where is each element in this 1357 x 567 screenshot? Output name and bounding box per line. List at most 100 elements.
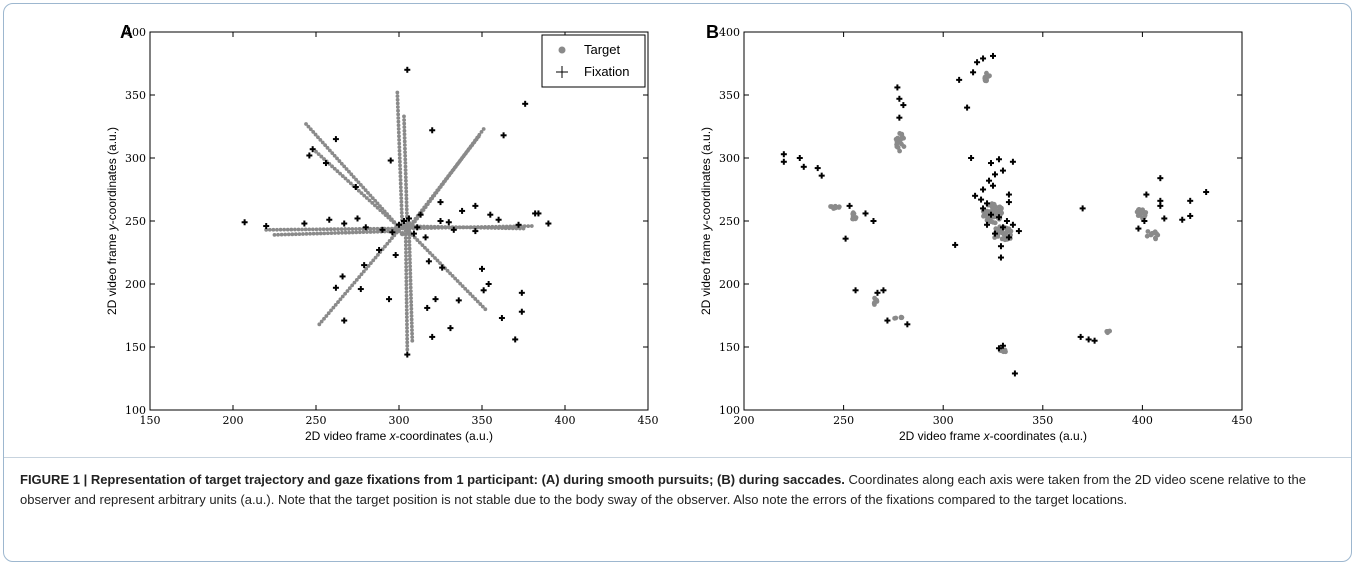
fixation-point — [980, 186, 987, 193]
fixation-point — [445, 219, 452, 226]
fixation-point — [361, 262, 368, 269]
target-point — [371, 258, 376, 263]
fixation-point — [495, 216, 502, 223]
target-point — [370, 201, 375, 205]
fixation-point — [900, 102, 907, 109]
fixation-point — [988, 160, 995, 167]
target-point — [271, 227, 276, 232]
target-point — [444, 177, 448, 182]
target-point — [328, 227, 333, 232]
target-point — [403, 175, 408, 180]
fixation-point — [392, 252, 399, 259]
fixation-point — [997, 254, 1004, 261]
fixation-point — [386, 296, 393, 303]
fixation-point — [991, 230, 998, 237]
target-point — [450, 168, 455, 173]
target-point — [402, 132, 407, 137]
target-point — [361, 230, 366, 235]
scatter-chart-a: 150 200 250 300 350 400 4501001502002503003504… — [105, 26, 659, 443]
target-point — [402, 114, 406, 119]
target-point — [383, 244, 387, 249]
target-point — [459, 157, 464, 162]
y-tick-label: 300 — [125, 152, 146, 165]
target-point — [402, 121, 407, 126]
target-point — [338, 297, 343, 302]
target-point — [338, 171, 342, 176]
target-point — [396, 108, 400, 113]
target-point — [448, 271, 452, 276]
target-point — [316, 135, 320, 140]
target-point — [331, 305, 336, 310]
target-point — [322, 157, 326, 161]
target-point — [407, 239, 412, 244]
target-point — [366, 264, 371, 268]
target-point — [997, 204, 1003, 210]
target-point — [327, 148, 332, 153]
x-axis-label: 2D video frame x-coordinates (a.u.) — [305, 429, 493, 443]
fixation-point — [352, 183, 359, 190]
fixation-point — [995, 214, 1002, 221]
fixation-point — [472, 228, 479, 235]
fixation-point — [1015, 228, 1022, 235]
target-point — [405, 322, 409, 327]
target-point — [403, 243, 408, 248]
target-point — [468, 146, 472, 150]
target-point — [329, 231, 334, 236]
target-point — [422, 205, 427, 210]
plot-area — [149, 31, 649, 411]
target-point — [296, 227, 301, 232]
target-point — [405, 344, 410, 348]
target-point — [405, 333, 410, 338]
target-point — [350, 227, 355, 231]
target-point — [404, 186, 409, 190]
target-point — [404, 315, 409, 320]
target-point — [411, 219, 416, 224]
target-point — [408, 260, 412, 265]
target-point — [439, 225, 444, 229]
fixation-point — [1003, 218, 1010, 224]
target-point — [422, 224, 426, 229]
target-point — [311, 231, 316, 236]
target-point — [347, 169, 351, 174]
target-point — [503, 226, 508, 231]
target-point — [342, 164, 347, 169]
x-tick-label: 350 — [472, 414, 493, 427]
target-point — [405, 318, 409, 323]
fixation-point — [354, 215, 361, 222]
target-point — [386, 215, 391, 220]
target-point — [308, 127, 313, 132]
target-point — [404, 290, 409, 294]
target-point — [321, 227, 326, 232]
target-point — [325, 227, 330, 232]
target-point — [404, 279, 409, 284]
target-point — [403, 161, 408, 165]
target-point — [405, 329, 409, 334]
fixation-point — [306, 152, 313, 159]
target-point — [472, 140, 477, 145]
target-point — [335, 169, 340, 174]
fixation-point — [990, 52, 996, 59]
y-axis-label: 2D video frame y-coordinates (a.u.) — [699, 127, 713, 315]
target-point — [996, 209, 1002, 215]
fixation-point — [432, 296, 439, 303]
target-point — [398, 163, 402, 168]
fixation-point — [387, 157, 394, 164]
fixation-point — [780, 158, 787, 165]
fixation-point — [842, 235, 849, 242]
target-point — [470, 143, 475, 147]
fixation-point — [404, 66, 411, 73]
fixation-point — [424, 304, 431, 311]
fixation-point — [956, 76, 963, 83]
target-point — [1004, 227, 1010, 233]
target-point — [407, 253, 412, 258]
fixation-point — [518, 308, 525, 315]
target-point — [399, 188, 403, 193]
target-point — [368, 230, 373, 234]
target-point — [311, 130, 316, 134]
target-point — [307, 227, 312, 232]
fixation-point — [978, 196, 985, 203]
target-point — [1144, 233, 1150, 239]
target-point — [399, 210, 404, 215]
x-tick-label: 450 — [638, 414, 659, 427]
legend-box — [541, 34, 646, 88]
